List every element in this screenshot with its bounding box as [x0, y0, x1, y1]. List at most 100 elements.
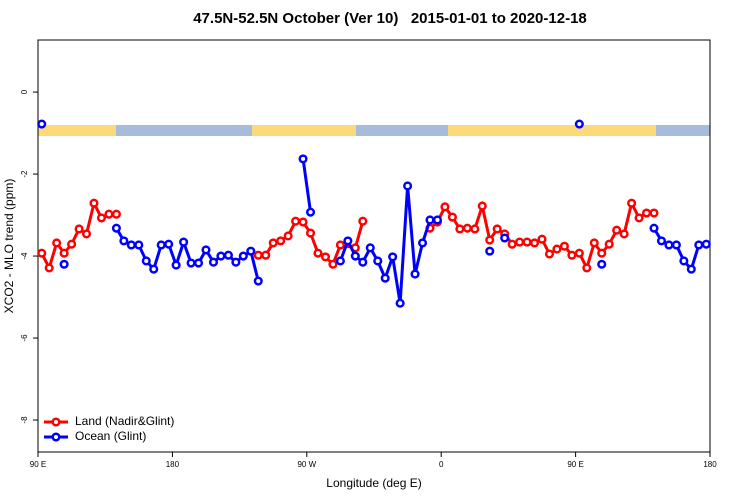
series-point	[604, 239, 614, 249]
y-tick-label: -4	[20, 252, 29, 260]
series-point	[641, 208, 652, 218]
series-point	[171, 260, 181, 270]
series-point	[291, 216, 301, 226]
series-point	[597, 259, 607, 269]
x-tick-label: 90 W	[297, 460, 316, 469]
series-point	[492, 224, 502, 234]
series-line	[115, 227, 260, 282]
x-tick-label: 0	[439, 460, 444, 469]
y-tick-label: -6	[20, 334, 29, 342]
series-point	[440, 202, 450, 212]
series-point	[141, 256, 151, 266]
series-point	[298, 217, 308, 227]
series-point	[223, 250, 233, 260]
legend-label: Ocean (Glint)	[75, 429, 146, 443]
series-point	[574, 248, 584, 258]
series-point	[59, 259, 69, 269]
series-point	[664, 240, 674, 250]
ocean-strip	[116, 125, 252, 136]
series-line	[301, 158, 313, 213]
x-tick-label: 180	[166, 460, 180, 469]
series-point	[380, 273, 390, 283]
series-point	[231, 257, 241, 267]
series-point	[447, 212, 457, 222]
series-point	[126, 240, 136, 250]
series-point	[134, 240, 144, 250]
series-point	[313, 248, 323, 258]
series-point	[283, 231, 293, 241]
series-point	[649, 208, 659, 218]
series-point	[574, 119, 584, 129]
chart-title: 47.5N-52.5N October (Ver 10) 2015-01-01 …	[193, 10, 587, 27]
series-point	[89, 198, 99, 208]
series-point	[656, 236, 667, 246]
series-point	[522, 237, 532, 247]
series-point	[432, 215, 443, 225]
series-point	[208, 257, 219, 267]
series-point	[298, 154, 308, 164]
y-tick-label: -2	[20, 170, 29, 178]
y-axis-label: XCO2 - MLO trend (ppm)	[2, 179, 16, 314]
series-point	[507, 239, 517, 249]
series-point	[559, 241, 569, 251]
series-point	[164, 239, 174, 249]
series-point	[544, 249, 555, 259]
series-point	[365, 243, 375, 253]
x-axis-label: Longitude (deg E)	[326, 476, 421, 490]
series-point	[485, 235, 495, 245]
series-point	[59, 248, 69, 258]
series-point	[52, 238, 62, 248]
series-point	[358, 257, 368, 267]
series-point	[96, 213, 107, 223]
series-point	[350, 251, 360, 261]
series-point	[462, 223, 472, 233]
series-point	[253, 276, 263, 286]
series-point	[335, 256, 345, 266]
series-point	[246, 246, 256, 256]
series-point	[537, 234, 547, 244]
series-point	[328, 259, 338, 269]
y-tick-label: -8	[20, 416, 29, 424]
series-point	[44, 263, 54, 273]
series-point	[320, 252, 331, 262]
series-point	[597, 248, 607, 258]
series-point	[589, 238, 599, 248]
series-point	[111, 209, 121, 219]
series-point	[403, 181, 413, 191]
series-point	[358, 216, 368, 226]
series-point	[276, 236, 286, 246]
series-point	[500, 233, 510, 243]
x-tick-label: 180	[703, 460, 717, 469]
series-point	[694, 240, 704, 250]
legend-marker	[51, 432, 61, 442]
series-point	[119, 236, 129, 246]
series-point	[193, 258, 204, 268]
series-point	[179, 237, 189, 247]
series-point	[67, 239, 77, 249]
series-point	[104, 209, 114, 219]
y-tick-label: 0	[20, 89, 29, 94]
series-point	[156, 240, 166, 250]
series-point	[619, 229, 629, 239]
series-point	[81, 229, 92, 239]
series-point	[238, 251, 248, 261]
series-point	[335, 240, 345, 250]
series-point	[186, 258, 196, 268]
legend-marker	[51, 417, 61, 427]
series-point	[373, 256, 383, 266]
series-point	[470, 224, 480, 234]
series-point	[634, 213, 644, 223]
series-point	[567, 250, 577, 260]
series-point	[612, 225, 622, 235]
legend-label: Land (Nadir&Glint)	[75, 414, 174, 428]
series-point	[485, 246, 495, 256]
surface-strip	[38, 125, 710, 136]
series-point	[305, 228, 316, 238]
series-point	[149, 264, 159, 274]
series-point	[410, 269, 420, 279]
ocean-strip	[656, 125, 710, 136]
series-point	[37, 248, 47, 258]
series-point	[515, 237, 525, 247]
series-point	[529, 238, 540, 248]
series-point	[455, 224, 465, 234]
